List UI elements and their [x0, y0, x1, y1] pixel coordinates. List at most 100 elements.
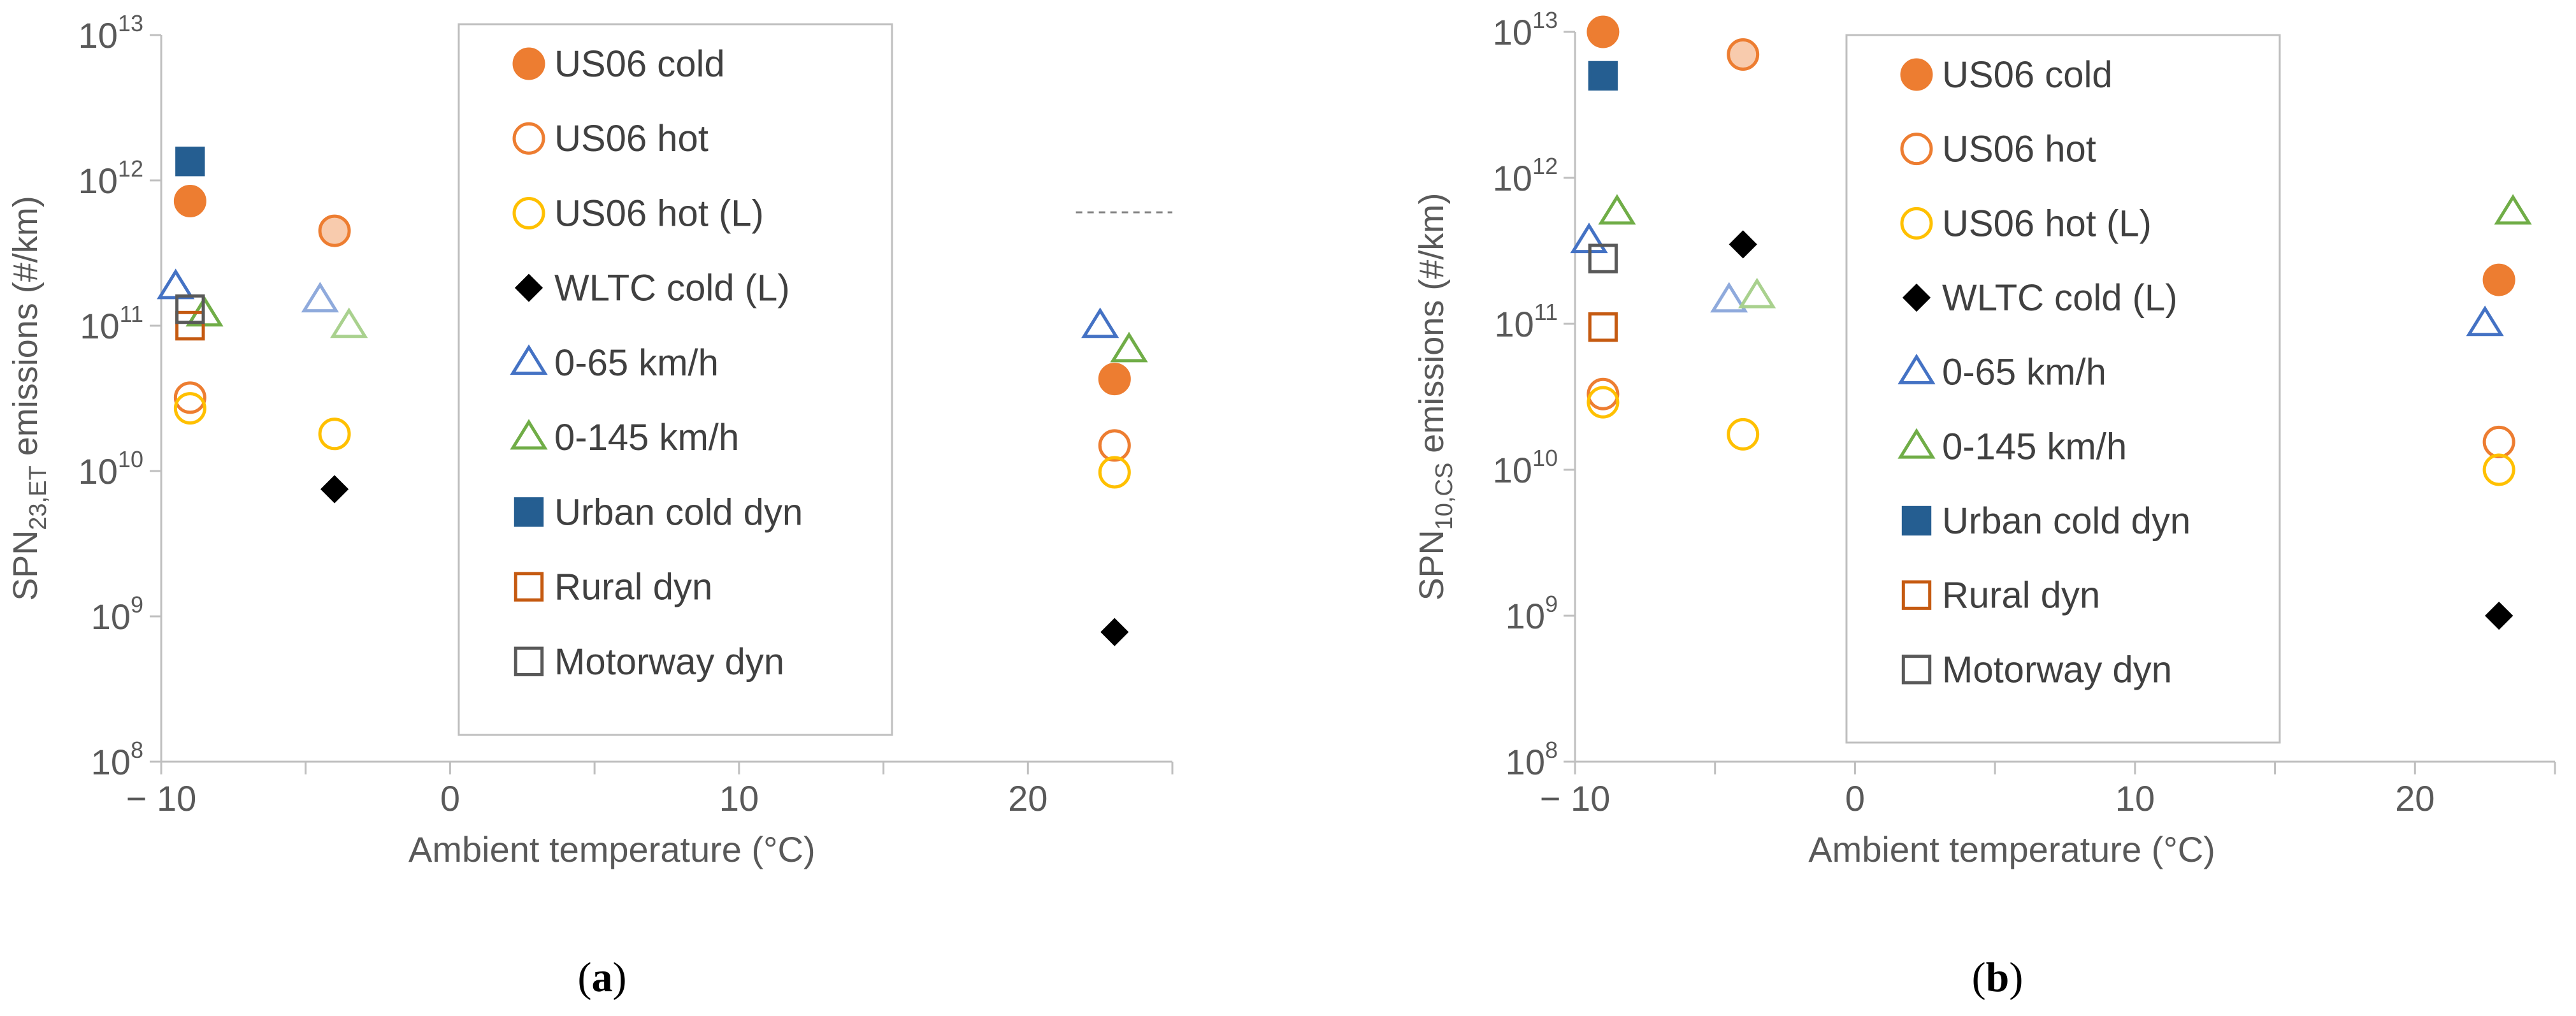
data-point-0-65-km-h	[1081, 307, 1119, 338]
data-point-urban-cold-dyn	[175, 147, 205, 177]
legend-marker-rural-dyn	[514, 572, 544, 602]
y-tick-label: 1011	[1494, 299, 1558, 344]
panel-b-chart: 108 109 1010 1011 1012 1013 − 10 0 10 20 Ambient t…	[1413, 7, 2556, 1001]
data-point-0-145-km-h	[2494, 194, 2532, 225]
data-point-us06-hot	[173, 381, 206, 414]
x-tick-label: 10	[719, 778, 759, 818]
legend-label: Motorway dyn	[1942, 649, 2172, 690]
legend-marker-0-65-km-h	[1897, 353, 1936, 384]
legend-marker-0-65-km-h	[510, 344, 548, 375]
data-point-us06-hot-l-	[1098, 456, 1131, 489]
data-point-motorway-dyn	[1588, 243, 1618, 273]
data-point-us06-cold	[1098, 363, 1131, 396]
legend-marker-motorway-dyn	[1901, 655, 1932, 685]
x-tick-label: − 10	[1540, 778, 1611, 818]
data-point-0-65-km-h	[2466, 305, 2504, 337]
legend: US06 cold US06 hot US06 hot (L) WLTC cold (…	[457, 23, 893, 736]
legend-marker-wltc-cold-l-	[1902, 283, 1931, 312]
data-point-us06-cold	[1587, 15, 1620, 48]
data-point-wltc-cold-l-	[1100, 618, 1129, 646]
legend-label: WLTC cold (L)	[1942, 277, 2178, 319]
y-tick-label: 1012	[1493, 153, 1558, 198]
legend-label: 0-65 km/h	[554, 342, 719, 384]
y-axis-label: SPN10,CS emissions (#/km)	[1413, 193, 1458, 601]
data-point-extra	[330, 307, 368, 338]
data-point-motorway-dyn	[175, 294, 205, 324]
data-point-extra	[301, 282, 339, 313]
legend-marker-us06-hot-l-	[512, 196, 545, 229]
data-point-wltc-cold-l-	[1729, 230, 1757, 259]
data-point-us06-cold	[2482, 263, 2515, 296]
x-tick-label: − 10	[126, 778, 197, 818]
y-tick-label: 109	[91, 591, 143, 637]
legend-marker-wltc-cold-l-	[514, 273, 543, 302]
data-point-us06-hot	[2482, 425, 2515, 458]
data-point-0-145-km-h	[1598, 194, 1636, 225]
data-point-urban-cold-dyn	[1588, 61, 1618, 91]
x-tick-label: 20	[1008, 778, 1047, 818]
x-axis-label: Ambient temperature (°C)	[408, 829, 816, 869]
y-tick-label: 1010	[78, 446, 143, 491]
x-tick-label: 0	[1845, 778, 1865, 818]
x-tick-label: 0	[440, 778, 460, 818]
y-tick-label: 1010	[1493, 445, 1558, 490]
y-tick-label: 1012	[78, 156, 143, 201]
data-point-wltc-cold-l-	[320, 475, 349, 504]
legend-label: Motorway dyn	[554, 641, 784, 683]
y-tick-label: 108	[91, 737, 143, 782]
legend-marker-us06-hot-l-	[1900, 207, 1933, 240]
data-point-extra	[1710, 282, 1748, 313]
data-point-us06-hot	[1098, 429, 1131, 462]
data-point-extra	[318, 214, 351, 247]
y-tick-label: 108	[1506, 737, 1558, 782]
legend-marker-rural-dyn	[1901, 580, 1932, 610]
data-point-us06-cold	[173, 185, 206, 218]
data-point-us06-hot-l-	[2482, 453, 2515, 486]
legend-label: Urban cold dyn	[1942, 500, 2191, 542]
legend-label: 0-145 km/h	[1942, 426, 2127, 467]
data-point-us06-hot-l-	[1727, 417, 1760, 451]
y-tick-label: 109	[1506, 591, 1558, 636]
legend: US06 cold US06 hot US06 hot (L) WLTC cold (…	[1845, 34, 2281, 744]
data-point-0-145-km-h	[1110, 331, 1148, 363]
panel-a-chart: 108 109 1010 1011 1012 1013 − 10 0 10 20 Ambient t…	[6, 10, 1174, 1001]
data-point-extra	[1727, 38, 1760, 71]
legend-marker-urban-cold-dyn	[514, 497, 544, 527]
data-point-0-65-km-h	[157, 268, 195, 300]
legend-label: US06 hot	[1942, 129, 2096, 170]
data-point-wltc-cold-l-	[2485, 601, 2514, 630]
legend-label: WLTC cold (L)	[554, 268, 790, 309]
legend-label: Urban cold dyn	[554, 491, 803, 533]
legend-marker-us06-hot	[512, 122, 545, 155]
y-tick-label: 1013	[1493, 7, 1558, 52]
data-point-us06-hot-l-	[1587, 386, 1620, 419]
legend-label: US06 hot (L)	[1942, 203, 2152, 244]
legend-label: 0-145 km/h	[554, 417, 739, 458]
data-point-us06-hot-l-	[318, 417, 351, 451]
y-tick-label: 1011	[80, 301, 143, 346]
data-point-extra	[1738, 277, 1776, 308]
legend-marker-motorway-dyn	[514, 646, 544, 676]
legend-marker-0-145-km-h	[510, 419, 548, 450]
legend-marker-us06-cold	[1900, 58, 1933, 91]
legend-label: US06 cold	[1942, 54, 2113, 96]
x-axis-label: Ambient temperature (°C)	[1808, 829, 2215, 869]
data-point-us06-hot	[1587, 377, 1620, 410]
legend-label: US06 hot (L)	[554, 192, 764, 234]
data-point-rural-dyn	[175, 310, 205, 341]
panel-caption: (a)	[578, 954, 627, 1001]
legend-marker-us06-hot	[1900, 133, 1933, 166]
data-point-rural-dyn	[1588, 312, 1618, 342]
x-tick-label: 20	[2395, 778, 2435, 818]
data-point-us06-hot-l-	[173, 392, 206, 425]
legend-marker-urban-cold-dyn	[1901, 505, 1932, 536]
y-axis-label: SPN23,ET emissions (#/km)	[6, 196, 52, 601]
legend-marker-0-145-km-h	[1897, 428, 1936, 459]
legend-label: 0-65 km/h	[1942, 352, 2106, 393]
x-tick-label: 10	[2115, 778, 2155, 818]
legend-label: Rural dyn	[554, 567, 712, 608]
panel-caption: (b)	[1972, 954, 2024, 1001]
legend-box	[457, 23, 893, 736]
legend-label: Rural dyn	[1942, 575, 2100, 616]
